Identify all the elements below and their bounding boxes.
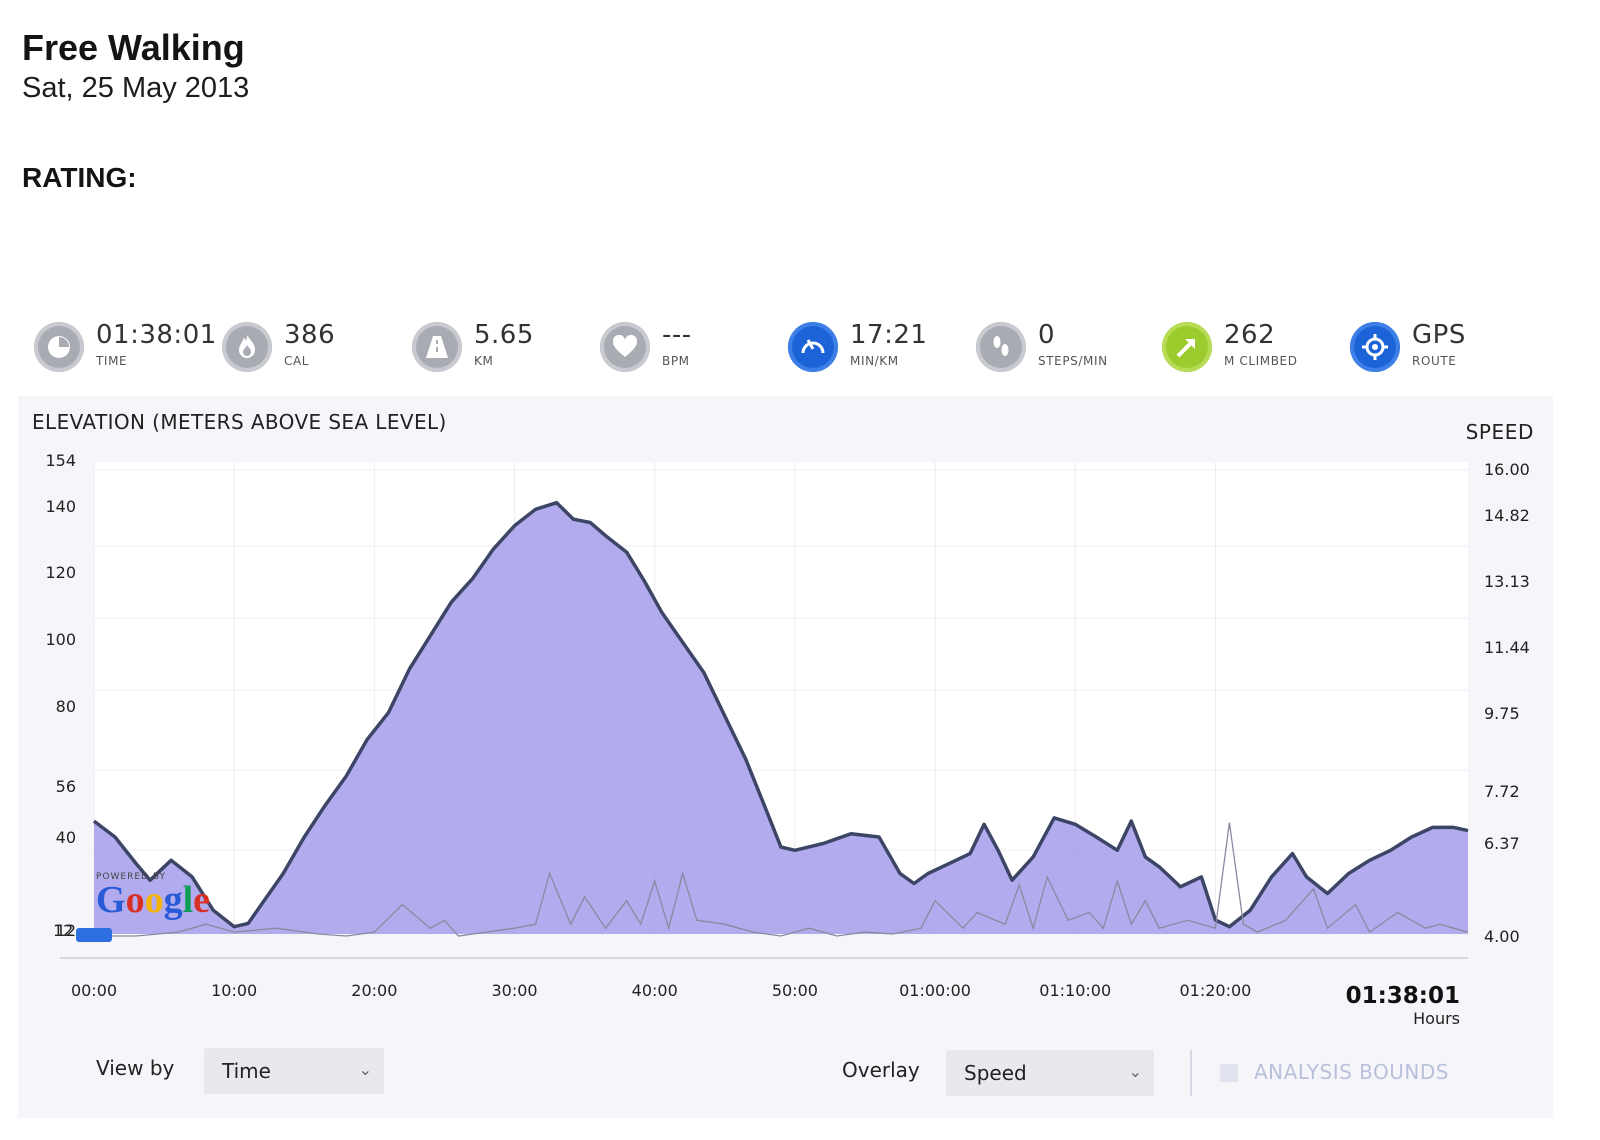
elevation-area-fill	[94, 502, 1468, 934]
speed-tick-label: 4.00	[1484, 927, 1520, 946]
stat-unit: TIME	[96, 354, 128, 368]
speed-tick-label: 7.72	[1484, 782, 1520, 801]
overlay-value: Speed	[964, 1061, 1027, 1085]
view-by-label: View by	[96, 1056, 175, 1080]
analysis-bounds-label: ANALYSIS BOUNDS	[1254, 1060, 1449, 1084]
stat-unit: MIN/KM	[850, 354, 899, 368]
heart-icon	[600, 322, 650, 372]
time-tick-label: 40:00	[632, 981, 678, 1000]
overlay-select[interactable]: Speed ⌄	[946, 1050, 1154, 1096]
elevation-tick-label: 100	[45, 630, 76, 649]
speed-tick-label: 14.82	[1484, 506, 1530, 525]
speed-tick-label: 9.75	[1484, 704, 1520, 723]
climb-arrow-icon	[1162, 322, 1212, 372]
elevation-axis-title: ELEVATION (METERS ABOVE SEA LEVEL)	[32, 410, 447, 434]
stat-unit: KM	[474, 354, 494, 368]
elevation-tick-label: 154	[45, 451, 76, 470]
stat-unit: CAL	[284, 354, 310, 368]
activity-header: Free Walking Sat, 25 May 2013	[22, 26, 249, 106]
google-logo: Google	[96, 879, 210, 921]
stats-bar: 01:38:01 TIME 386 CAL 5.65 KM --- BPM 17…	[34, 318, 1564, 378]
time-tick-label: 10:00	[211, 981, 257, 1000]
gps-target-icon	[1350, 322, 1400, 372]
stat-unit: STEPS/MIN	[1038, 354, 1108, 368]
stat-value: 17:21	[850, 320, 928, 350]
google-attribution: POWERED BY Google	[96, 872, 210, 921]
stat-value: ---	[662, 320, 692, 350]
stat-value: 0	[1038, 320, 1056, 350]
elevation-tick-labels: 12 40 56 80 100 120 140 154	[45, 451, 76, 940]
stat-unit: M CLIMBED	[1224, 354, 1298, 368]
time-tick-label: 30:00	[491, 981, 537, 1000]
elevation-tick-label: 120	[45, 563, 76, 582]
elevation-tick-label: 56	[56, 777, 76, 796]
chevron-down-icon: ⌄	[1128, 1064, 1142, 1081]
elevation-tick-label: 40	[56, 828, 76, 847]
speed-tick-labels: 4.00 6.37 7.72 9.75 11.44 13.13 14.82 16.00	[1484, 460, 1530, 946]
flame-icon	[222, 322, 272, 372]
elevation-chart[interactable]: 12 40 56 80 100 120 140 154 4.00 6.37 7.72 9.75 11.…	[0, 440, 1600, 1060]
time-tick-label: 20:00	[351, 981, 397, 1000]
analysis-bounds-toggle[interactable]: ANALYSIS BOUNDS	[1190, 1050, 1482, 1096]
stat-unit: ROUTE	[1412, 354, 1457, 368]
total-time-label: 01:38:01	[1346, 983, 1460, 1009]
footsteps-icon	[976, 322, 1026, 372]
rating-label: RATING:	[22, 162, 137, 193]
start-marker-label: 12	[53, 921, 73, 940]
speed-tick-label: 16.00	[1484, 460, 1530, 479]
elevation-line	[92, 500, 1469, 929]
activity-title: Free Walking	[22, 27, 245, 68]
start-handle[interactable]	[76, 928, 112, 942]
elevation-tick-label: 140	[45, 497, 76, 516]
stat-value: GPS	[1412, 320, 1466, 350]
stat-unit: BPM	[662, 354, 690, 368]
speed-tick-label: 11.44	[1484, 638, 1530, 657]
time-tick-label: 00:00	[71, 981, 117, 1000]
stat-value: 01:38:01	[96, 320, 217, 350]
road-icon	[412, 322, 462, 372]
powered-by-text: POWERED BY	[96, 872, 167, 882]
time-tick-label: 50:00	[772, 981, 818, 1000]
speed-tick-label: 13.13	[1484, 572, 1530, 591]
stat-value: 5.65	[474, 320, 534, 350]
overlay-label: Overlay	[842, 1058, 920, 1082]
elevation-tick-label: 12	[56, 921, 76, 940]
clock-icon	[34, 322, 84, 372]
total-time-unit: Hours	[1413, 1009, 1460, 1028]
time-tick-labels: 00:00 10:00 20:00 30:00 40:00 50:00 01:00:00 01…	[71, 981, 1251, 1000]
time-tick-label: 01:20:00	[1179, 981, 1251, 1000]
chevron-down-icon: ⌄	[358, 1062, 372, 1079]
elevation-tick-label: 80	[56, 697, 76, 716]
checkbox-icon	[1220, 1064, 1238, 1082]
speed-tick-label: 6.37	[1484, 834, 1520, 853]
activity-date: Sat, 25 May 2013	[22, 72, 250, 104]
view-by-select[interactable]: Time ⌄	[204, 1048, 384, 1094]
time-tick-label: 01:00:00	[899, 981, 971, 1000]
stat-value: 386	[284, 320, 336, 350]
speed-line	[94, 822, 1469, 937]
view-by-value: Time	[222, 1059, 271, 1083]
time-tick-label: 01:10:00	[1039, 981, 1111, 1000]
speed-overlay	[94, 822, 1469, 937]
speed-axis-title: SPEED	[1465, 420, 1534, 444]
elevation-area	[92, 500, 1469, 934]
speedometer-icon	[788, 322, 838, 372]
stat-value: 262	[1224, 320, 1276, 350]
